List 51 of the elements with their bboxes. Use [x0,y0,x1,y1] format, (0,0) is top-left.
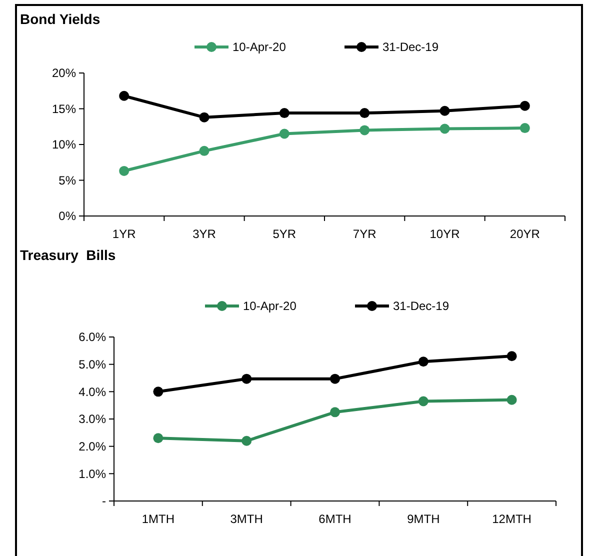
point [199,146,210,156]
point [242,436,252,446]
y-tick-label: 0% [58,209,76,224]
x-tick-label: 6MTH [318,512,352,526]
point [330,407,340,418]
legend-label: 10-Apr-20 [243,299,297,314]
point [520,123,530,134]
x-tick-label: 7YR [352,227,377,241]
point [440,106,450,116]
x-tick-label: 1MTH [142,512,175,526]
x-tick-label: 12MTH [492,512,532,526]
x-tick-label: 20YR [510,227,540,241]
y-tick-label: 5% [58,173,76,188]
y-tick-label: 6.0% [78,330,106,344]
x-tick-label: 3MTH [230,512,263,526]
point [119,90,130,101]
point [418,356,428,367]
x-tick-label: 10YR [430,227,460,241]
y-tick-label: 3.0% [78,412,106,426]
point [119,166,130,176]
point [506,394,517,405]
y-tick-label: 1.0% [78,466,106,481]
point [418,396,428,406]
point [153,386,164,397]
point [520,100,530,111]
x-tick-label: 9MTH [407,512,440,526]
y-tick-label: - [102,494,106,508]
point [440,124,450,134]
y-tick-label: 15% [52,102,76,116]
point [360,108,370,118]
point [153,433,164,444]
point [360,125,370,136]
x-tick-label: 3YR [192,227,216,241]
point [330,374,340,384]
x-tick-label: 5YR [272,227,296,241]
legend-label: 31-Dec-19 [382,40,439,54]
y-tick-label: 4.0% [78,384,106,399]
y-tick-label: 20% [52,66,76,80]
y-tick-label: 10% [52,138,76,152]
legend-label: 31-Dec-19 [393,299,450,314]
point [242,374,252,384]
x-tick-label: 1YR [112,227,136,241]
point [506,351,517,362]
chart-title: Treasury Bills [20,247,116,263]
legend-label: 10-Apr-20 [232,40,286,54]
point [279,108,290,118]
point [279,128,290,139]
y-tick-label: 5.0% [78,358,106,372]
point [199,112,210,122]
y-tick-label: 2.0% [78,440,106,454]
chart-title: Bond Yields [20,11,100,27]
